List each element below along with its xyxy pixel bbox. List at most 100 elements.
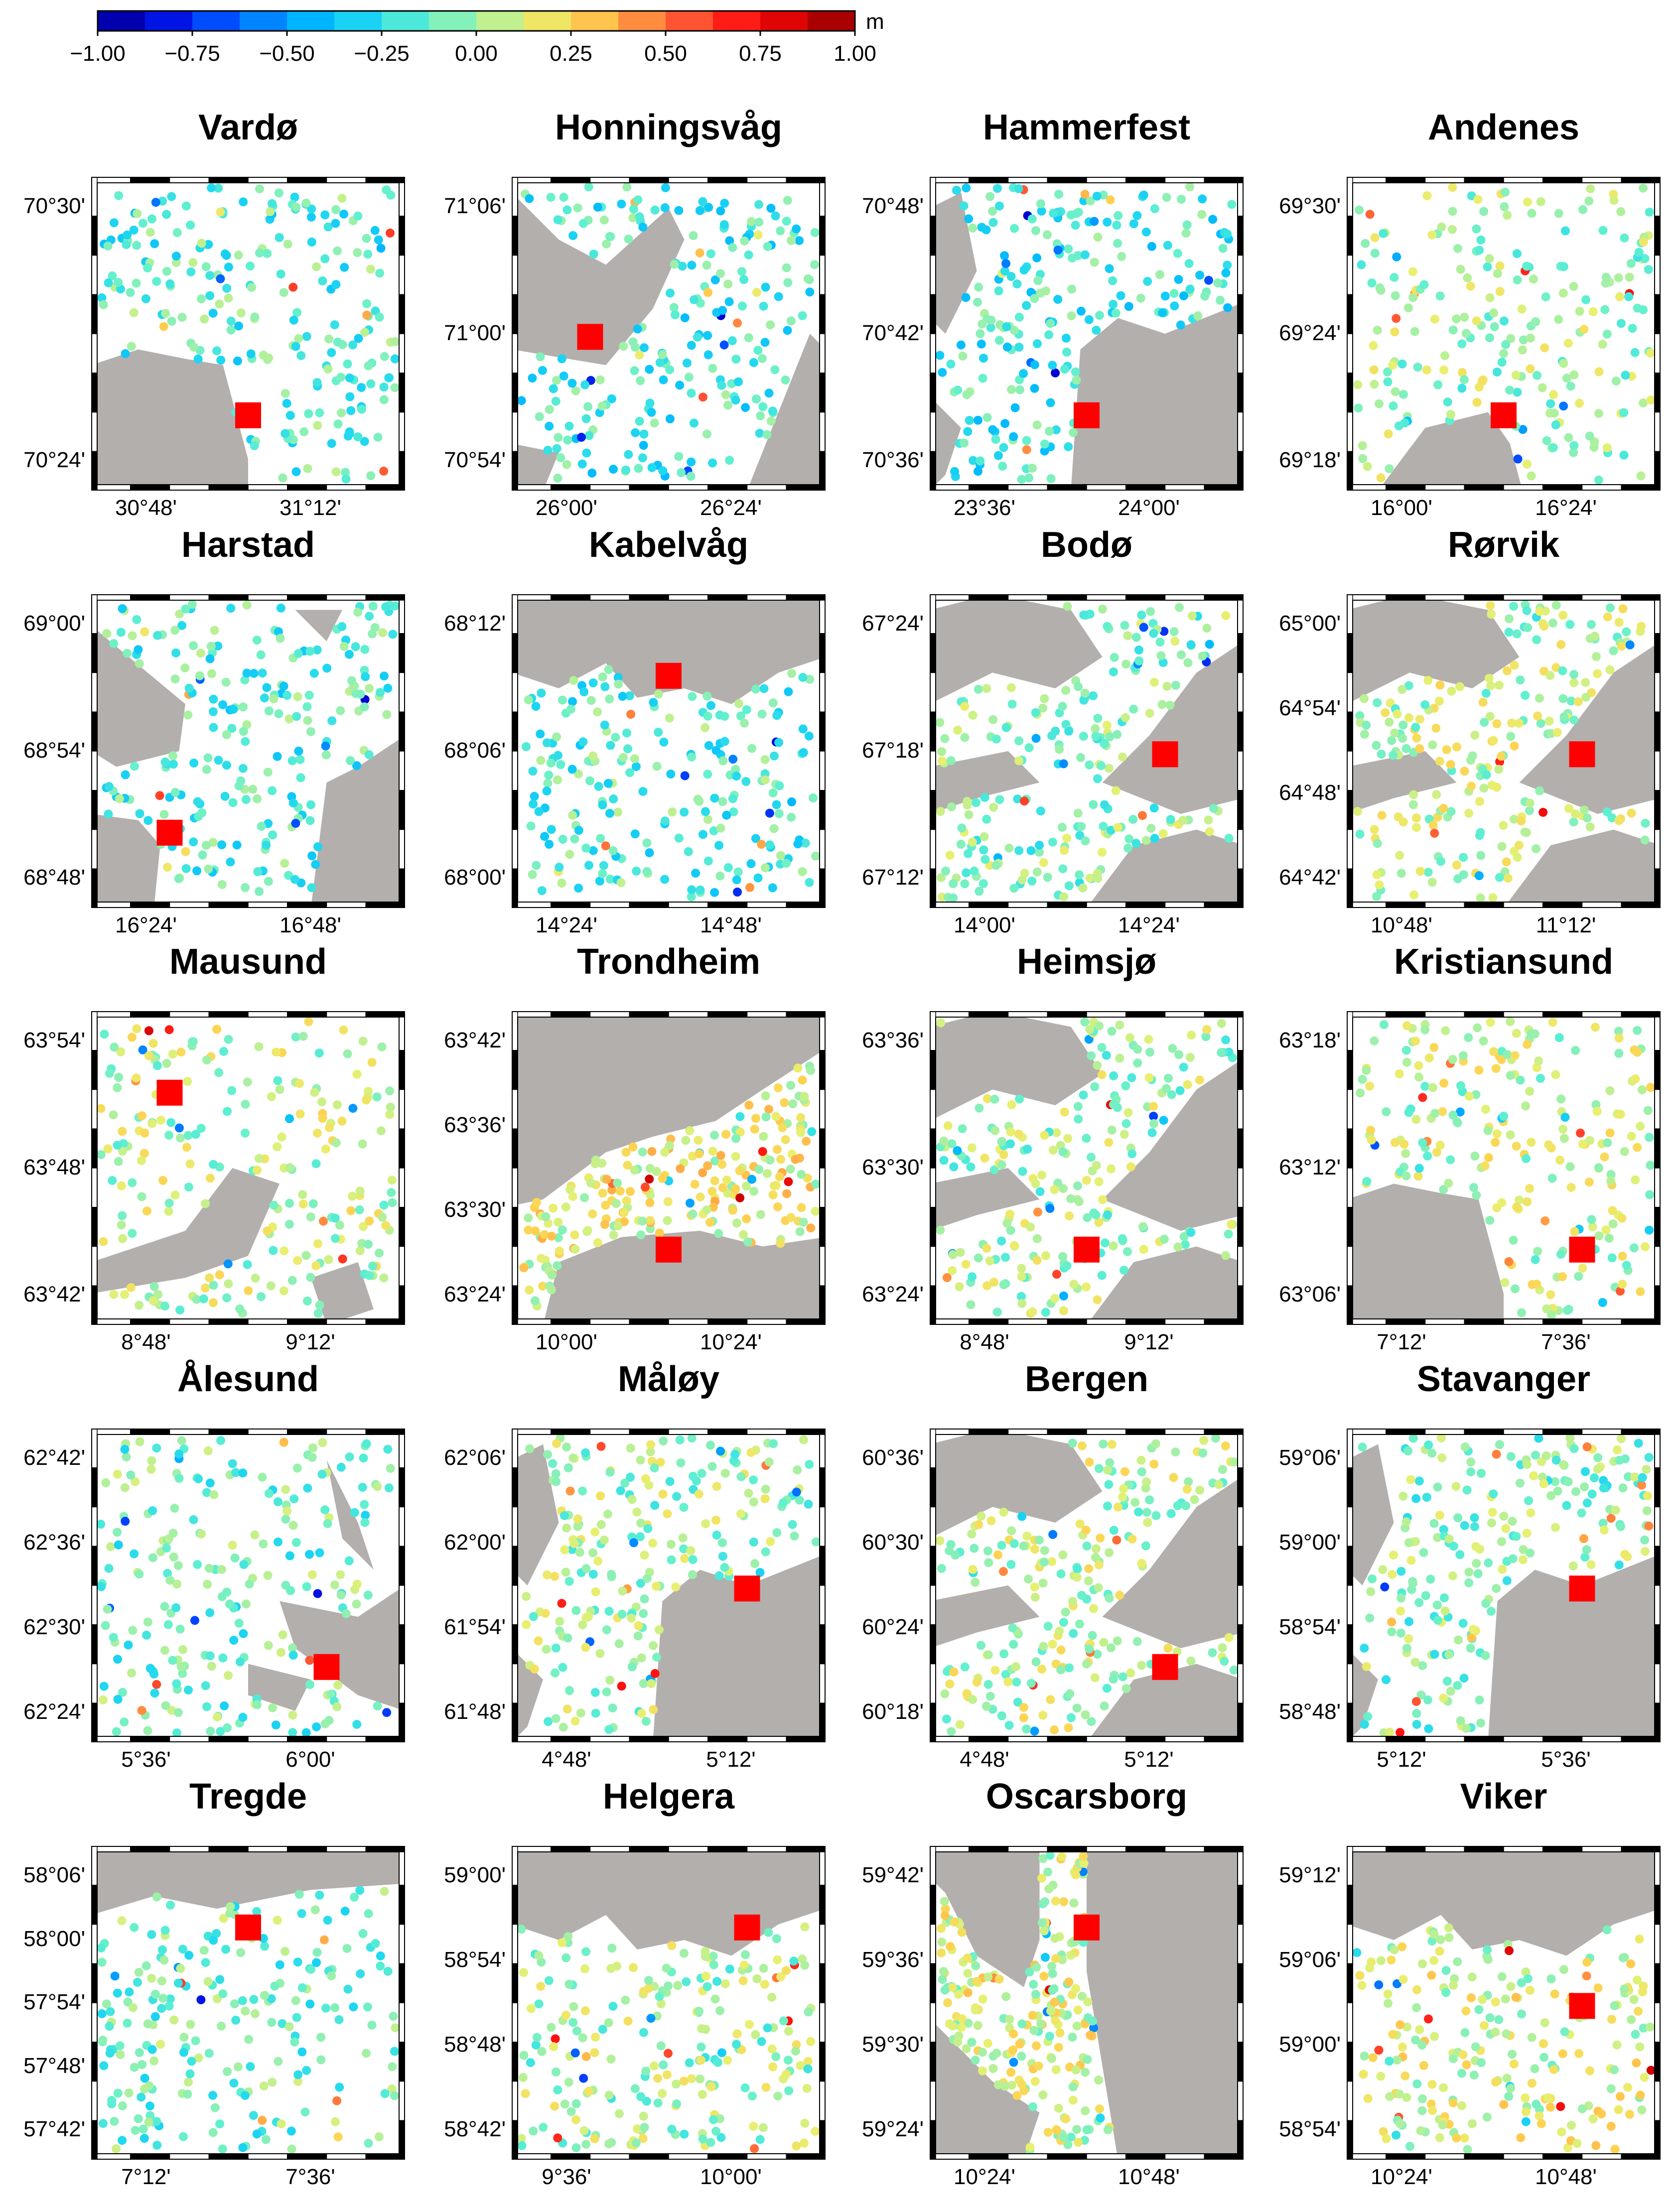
observation-point bbox=[288, 1643, 297, 1653]
observation-point bbox=[336, 1462, 346, 1472]
observation-point bbox=[1634, 1438, 1643, 1448]
observation-point bbox=[544, 1717, 553, 1726]
observation-point bbox=[1372, 741, 1381, 750]
observation-point bbox=[1059, 1291, 1068, 1301]
observation-point bbox=[782, 859, 791, 868]
observation-point bbox=[1645, 1190, 1655, 1199]
observation-point bbox=[294, 1890, 304, 1899]
latitude-label: 67°12' bbox=[862, 865, 924, 890]
observation-point bbox=[352, 1069, 362, 1079]
observation-point bbox=[1475, 797, 1484, 806]
observation-point bbox=[1608, 1219, 1618, 1229]
observation-point bbox=[551, 396, 560, 406]
land-area bbox=[930, 1429, 1103, 1539]
observation-point bbox=[252, 636, 262, 645]
observation-point bbox=[997, 1160, 1006, 1170]
observation-point bbox=[778, 1123, 787, 1133]
observation-point bbox=[648, 1539, 657, 1548]
observation-point bbox=[1404, 681, 1413, 690]
observation-point bbox=[1585, 2066, 1594, 2076]
longitude-label: 23°36' bbox=[954, 496, 1015, 520]
observation-point bbox=[721, 1130, 731, 1139]
observation-point bbox=[313, 1128, 322, 1138]
observation-point bbox=[953, 386, 963, 395]
observation-point bbox=[679, 1544, 689, 1554]
land-area bbox=[280, 1585, 405, 1711]
observation-point bbox=[1594, 1163, 1603, 1172]
observation-point bbox=[190, 1616, 199, 1625]
observation-point bbox=[1416, 1691, 1426, 1699]
observation-point bbox=[1129, 219, 1138, 229]
observation-point bbox=[267, 1994, 276, 2003]
colorbar-tick-label: 0.50 bbox=[644, 41, 687, 66]
observation-point bbox=[1094, 2076, 1104, 2085]
observation-point bbox=[1464, 1092, 1474, 1101]
observation-point bbox=[1423, 1152, 1432, 1161]
observation-point bbox=[1501, 340, 1511, 349]
observation-point bbox=[1213, 278, 1223, 287]
observation-point bbox=[1103, 622, 1112, 631]
observation-point bbox=[1097, 761, 1106, 771]
observation-point bbox=[1472, 397, 1482, 407]
observation-point bbox=[282, 398, 291, 408]
observation-point bbox=[198, 850, 207, 860]
observation-point bbox=[1032, 2041, 1041, 2051]
observation-point bbox=[224, 262, 233, 272]
observation-point bbox=[1079, 1090, 1088, 1100]
observation-point bbox=[522, 742, 531, 751]
observation-point bbox=[962, 868, 971, 878]
observation-point bbox=[1444, 1650, 1454, 1659]
observation-point bbox=[1000, 251, 1009, 260]
latitude-label: 60°36' bbox=[862, 1445, 924, 1470]
observation-point bbox=[563, 1932, 573, 1941]
observation-point bbox=[772, 1528, 782, 1538]
observation-point bbox=[1141, 836, 1151, 845]
observation-point bbox=[279, 288, 288, 297]
colorbar-tick-label: 0.25 bbox=[550, 41, 592, 66]
observation-point bbox=[1411, 723, 1420, 732]
observation-point bbox=[1367, 278, 1377, 288]
observation-point bbox=[1383, 377, 1393, 387]
observation-point bbox=[641, 2067, 651, 2076]
latitude-label: 70°48' bbox=[862, 194, 924, 218]
observation-point bbox=[380, 2089, 390, 2098]
observation-point bbox=[764, 389, 774, 398]
latitude-label: 60°30' bbox=[862, 1530, 924, 1555]
observation-point bbox=[1058, 702, 1067, 711]
observation-point bbox=[1530, 1029, 1539, 1039]
observation-point bbox=[936, 1225, 945, 1235]
observation-point bbox=[1457, 2069, 1466, 2078]
observation-point bbox=[1559, 1460, 1568, 1469]
observation-point bbox=[164, 2001, 174, 2011]
observation-point bbox=[158, 1945, 167, 1954]
observation-point bbox=[368, 1261, 377, 1271]
observation-point bbox=[216, 1727, 225, 1736]
latitude-label: 63°30' bbox=[444, 1197, 506, 1222]
latitude-label: 58°48' bbox=[444, 2032, 506, 2057]
observation-point bbox=[152, 1443, 161, 1453]
observation-point bbox=[1527, 2033, 1537, 2042]
observation-point bbox=[1004, 843, 1014, 853]
observation-point bbox=[1019, 369, 1028, 378]
observation-point bbox=[1503, 874, 1513, 883]
observation-point bbox=[1120, 713, 1130, 722]
observation-point bbox=[1535, 786, 1544, 795]
observation-point bbox=[559, 371, 568, 381]
panel-title: Hammerfest bbox=[982, 108, 1191, 147]
observation-point bbox=[384, 1483, 394, 1493]
observation-point bbox=[362, 2049, 371, 2058]
observation-point bbox=[118, 604, 127, 613]
station-map-panel bbox=[512, 1429, 826, 1742]
observation-point bbox=[246, 2062, 255, 2071]
observation-point bbox=[1593, 1983, 1603, 1993]
observation-point bbox=[1059, 1618, 1068, 1627]
observation-point bbox=[178, 1945, 187, 1954]
observation-point bbox=[184, 2078, 193, 2087]
observation-point bbox=[976, 456, 985, 466]
observation-point bbox=[1639, 237, 1648, 247]
observation-point bbox=[1017, 2080, 1026, 2089]
observation-point bbox=[1572, 2139, 1582, 2148]
observation-point bbox=[1131, 839, 1141, 848]
observation-point bbox=[1147, 1128, 1157, 1138]
land-area bbox=[1378, 412, 1523, 491]
